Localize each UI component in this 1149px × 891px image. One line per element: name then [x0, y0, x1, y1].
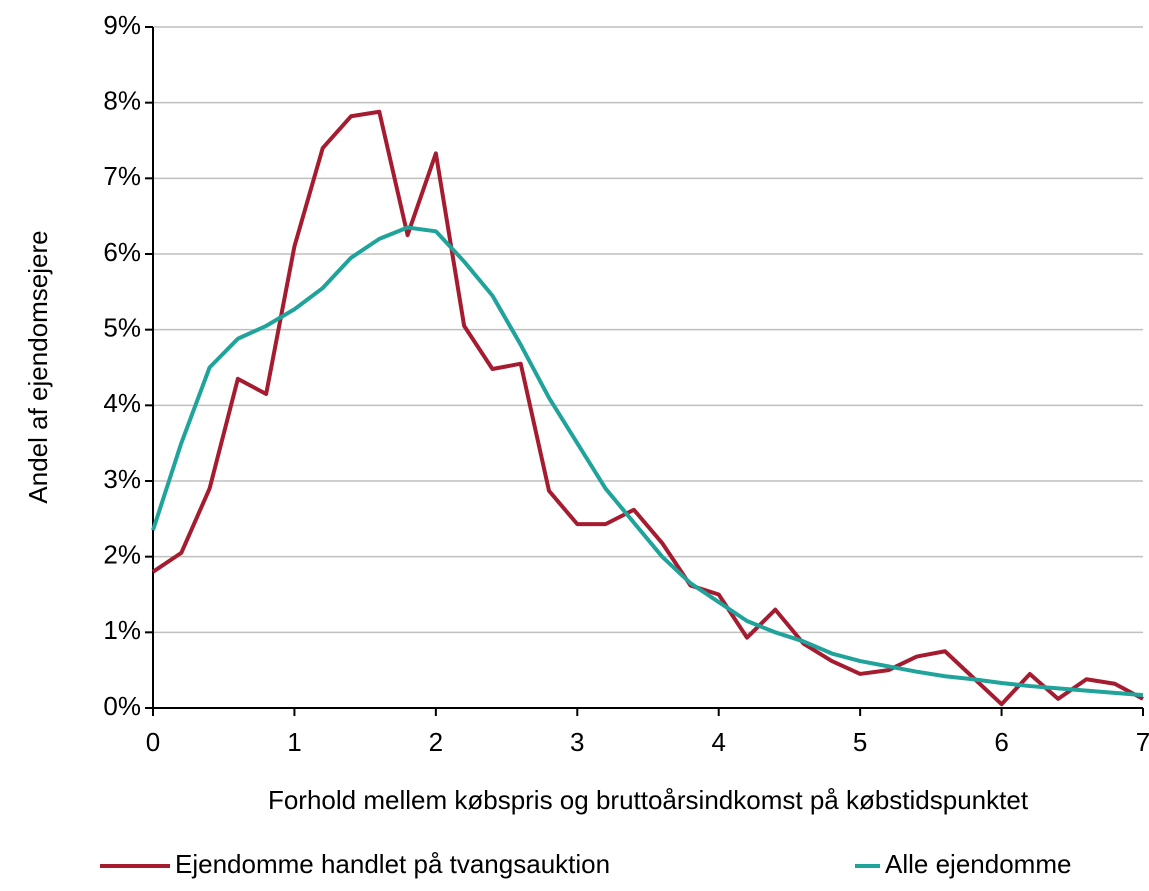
y-tick-label: 3% — [103, 464, 141, 494]
x-tick-label: 0 — [146, 727, 160, 757]
x-tick-label: 5 — [853, 727, 867, 757]
x-tick-label: 2 — [429, 727, 443, 757]
y-tick-label: 4% — [103, 388, 141, 418]
legend-label: Alle ejendomme — [885, 849, 1071, 879]
x-tick-label: 6 — [994, 727, 1008, 757]
y-tick-label: 8% — [103, 86, 141, 116]
y-tick-label: 2% — [103, 540, 141, 570]
y-tick-label: 0% — [103, 691, 141, 721]
y-tick-label: 6% — [103, 237, 141, 267]
y-tick-label: 1% — [103, 615, 141, 645]
y-tick-label: 9% — [103, 10, 141, 40]
y-tick-label: 5% — [103, 313, 141, 343]
x-tick-label: 3 — [570, 727, 584, 757]
x-tick-label: 7 — [1136, 727, 1149, 757]
series-line — [151, 109, 1144, 707]
legend-label: Ejendomme handlet på tvangsauktion — [175, 849, 610, 879]
y-tick-label: 7% — [103, 161, 141, 191]
x-tick-label: 4 — [711, 727, 725, 757]
x-axis-label: Forhold mellem købspris og bruttoårsindk… — [268, 785, 1029, 815]
y-axis-label: Andel af ejendomsejere — [23, 230, 53, 503]
series-line — [151, 225, 1144, 698]
x-tick-label: 1 — [287, 727, 301, 757]
